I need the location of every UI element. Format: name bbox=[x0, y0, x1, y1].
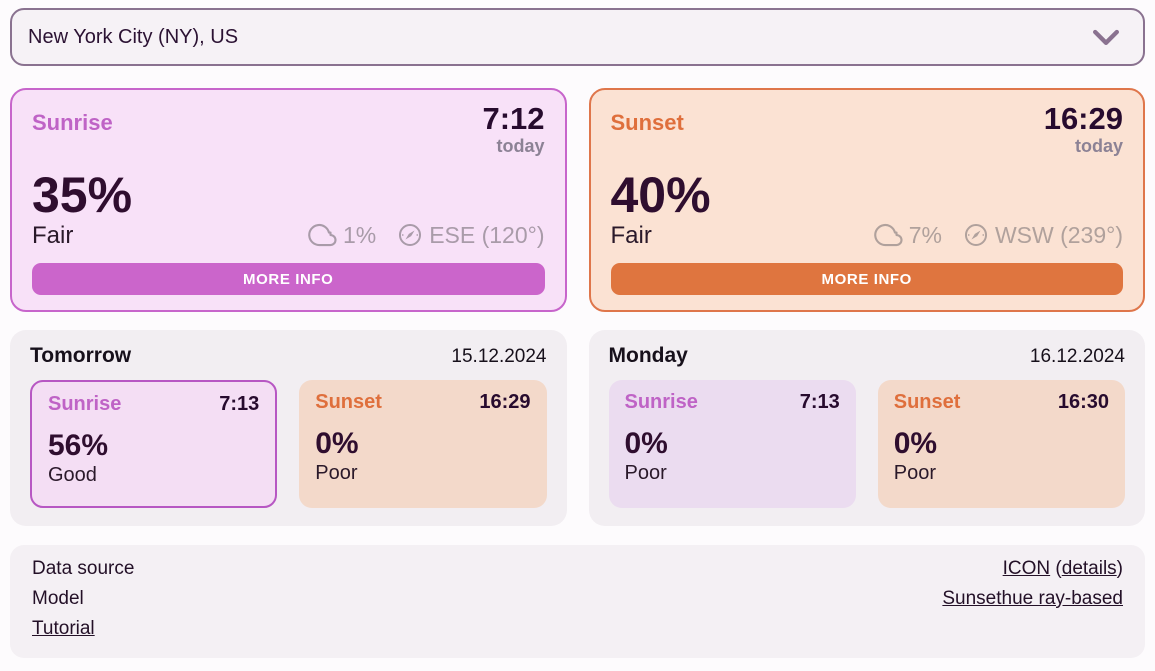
today-cards-row: Sunrise 7:12 today 35% Fair 1% bbox=[10, 88, 1145, 312]
tutorial-link[interactable]: Tutorial bbox=[32, 618, 95, 639]
sunrise-card-header: Sunrise 7:12 today bbox=[32, 101, 545, 157]
sunrise-label: Sunrise bbox=[48, 393, 122, 415]
forecast-day-name: Monday bbox=[608, 344, 688, 367]
sunset-card-title: Sunset bbox=[610, 110, 684, 135]
sunset-quality-label: Fair bbox=[610, 222, 652, 250]
sunset-quality-label: Poor bbox=[315, 462, 358, 484]
sunrise-quality-label: Poor bbox=[624, 462, 667, 484]
cloud-icon bbox=[308, 224, 337, 247]
sunrise-cloud-cover-value: 1% bbox=[342, 221, 377, 248]
sunset-more-info-button[interactable]: MORE INFO bbox=[610, 263, 1123, 295]
footer-values-column: ICON (details) Sunsethue ray-based bbox=[942, 558, 1123, 645]
compass-icon bbox=[399, 224, 422, 247]
sunrise-time-block: 7:12 today bbox=[482, 101, 545, 157]
sunset-quality-percent: 0% bbox=[893, 427, 938, 460]
sunrise-time: 7:13 bbox=[219, 393, 260, 415]
location-value: New York City (NY), US bbox=[28, 25, 239, 48]
sunset-conditions-row: Fair 7% bbox=[611, 220, 1124, 250]
icon-data-source-link[interactable]: ICON bbox=[1002, 558, 1051, 579]
sunrise-today-card: Sunrise 7:12 today 35% Fair 1% bbox=[10, 88, 567, 312]
sunrise-quality-label: Good bbox=[48, 464, 97, 486]
footer-panel: Data source Model Tutorial ICON (details… bbox=[10, 545, 1145, 658]
sunrise-quality-percent: 35% bbox=[32, 167, 133, 224]
sunset-cloud-cover: 7% bbox=[873, 220, 942, 250]
model-value-link[interactable]: Sunsethue ray-based bbox=[942, 588, 1123, 609]
sunset-direction-value: WSW (239°) bbox=[994, 221, 1123, 248]
monday-sunset-card[interactable]: Sunset 16:30 0% Poor bbox=[877, 380, 1125, 508]
paren-open: ( bbox=[1055, 558, 1062, 579]
data-source-value: ICON (details) bbox=[942, 558, 1123, 580]
sunrise-cloud-cover: 1% bbox=[308, 220, 376, 250]
sunset-cloud-cover-value: 7% bbox=[908, 221, 942, 248]
sunset-time: 16:29 bbox=[479, 391, 531, 413]
sunset-card-header: Sunset 16:29 today bbox=[610, 101, 1124, 157]
forecast-date: 15.12.2024 bbox=[451, 346, 547, 367]
model-label: Model bbox=[32, 588, 84, 609]
cloud-icon bbox=[873, 224, 903, 247]
monday-sunrise-card[interactable]: Sunrise 7:13 0% Poor bbox=[608, 380, 856, 508]
forecast-header: Monday 16.12.2024 bbox=[609, 344, 1126, 368]
sunset-today-card: Sunset 16:29 today 40% Fair 7% bbox=[588, 88, 1145, 312]
compass-icon bbox=[964, 224, 987, 247]
sunset-direction: WSW (239°) bbox=[962, 221, 1123, 249]
forecast-date: 16.12.2024 bbox=[1029, 346, 1125, 367]
location-selector[interactable]: New York City (NY), US bbox=[10, 8, 1145, 66]
forecast-card-monday: Monday 16.12.2024 Sunrise 7:13 0% Poor S… bbox=[588, 330, 1145, 526]
forecast-day-name: Tomorrow bbox=[30, 344, 132, 367]
sunrise-direction-value: ESE (120°) bbox=[429, 221, 545, 248]
sunset-quality-percent: 40% bbox=[610, 167, 711, 224]
forecast-cards-row: Tomorrow 15.12.2024 Sunrise 7:13 56% Goo… bbox=[10, 330, 1145, 526]
sunset-time-block: 16:29 today bbox=[1043, 101, 1123, 157]
sunset-time: 16:30 bbox=[1057, 391, 1109, 413]
sunset-time-caption: today bbox=[1074, 136, 1123, 157]
forecast-subcards-row: Sunrise 7:13 56% Good Sunset 16:29 0% Po… bbox=[30, 380, 547, 508]
forecast-subcards-row: Sunrise 7:13 0% Poor Sunset 16:30 0% Poo… bbox=[608, 380, 1125, 508]
tomorrow-sunset-card[interactable]: Sunset 16:29 0% Poor bbox=[299, 380, 547, 508]
sunset-label: Sunset bbox=[315, 391, 382, 413]
sunrise-more-info-button[interactable]: MORE INFO bbox=[32, 263, 545, 295]
paren-close: ) bbox=[1116, 558, 1123, 579]
forecast-header: Tomorrow 15.12.2024 bbox=[30, 344, 547, 368]
sunrise-label: Sunrise bbox=[624, 391, 698, 413]
sunrise-card-title: Sunrise bbox=[32, 110, 113, 135]
sunrise-time: 7:13 bbox=[799, 391, 840, 413]
forecast-card-tomorrow: Tomorrow 15.12.2024 Sunrise 7:13 56% Goo… bbox=[10, 330, 567, 526]
tomorrow-sunrise-card[interactable]: Sunrise 7:13 56% Good bbox=[30, 380, 278, 508]
sunrise-quality-percent: 0% bbox=[624, 427, 668, 460]
details-link[interactable]: details bbox=[1061, 558, 1117, 579]
sunrise-direction: ESE (120°) bbox=[396, 221, 545, 249]
footer-labels-column: Data source Model Tutorial bbox=[32, 558, 134, 645]
sunset-time: 16:29 bbox=[1043, 101, 1123, 136]
data-source-label: Data source bbox=[32, 558, 135, 579]
sunrise-quality-percent: 56% bbox=[48, 429, 109, 462]
sunset-label: Sunset bbox=[893, 391, 961, 413]
sunset-condition-items: 7% WSW (239°) bbox=[873, 220, 1123, 250]
sunrise-condition-items: 1% ESE (120°) bbox=[308, 220, 545, 250]
sunset-quality-label: Poor bbox=[893, 462, 936, 484]
sunset-quality-percent: 0% bbox=[315, 427, 359, 460]
sunrise-time: 7:12 bbox=[482, 101, 545, 136]
sunrise-time-caption: today bbox=[496, 136, 545, 157]
chevron-down-icon bbox=[1093, 29, 1119, 45]
sunrise-quality-label: Fair bbox=[32, 222, 74, 250]
sunrise-conditions-row: Fair 1% bbox=[32, 220, 545, 250]
